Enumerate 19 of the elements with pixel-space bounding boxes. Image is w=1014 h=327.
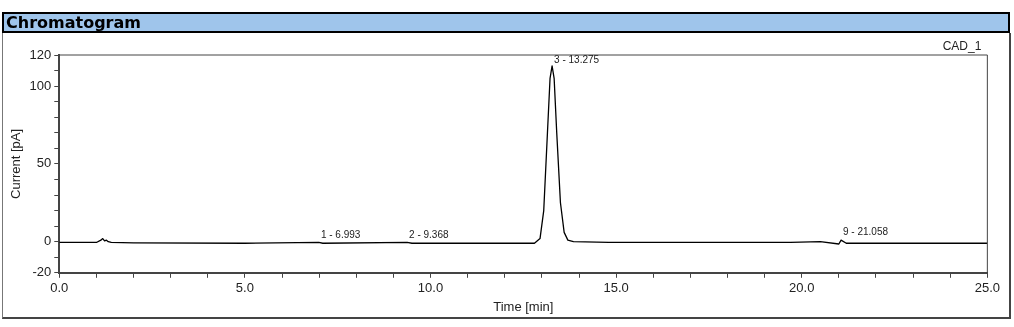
y-axis-title: Current [pA]	[8, 128, 24, 199]
chart-title: Chromatogram	[2, 12, 1010, 33]
x-tick-label: 5.0	[235, 280, 254, 296]
annotation: 1 - 6.993	[320, 229, 361, 241]
y-tick-label: 0	[44, 233, 52, 249]
y-tick-label: 50	[36, 155, 52, 171]
x-tick-label: 10.0	[417, 280, 444, 296]
annotation: 9 - 21.058	[843, 226, 889, 238]
x-axis-title: Time [min]	[493, 298, 554, 314]
x-tick-label: 15.0	[603, 280, 629, 296]
x-tick-label: 20.0	[789, 280, 815, 296]
y-tick-label: -20	[32, 264, 52, 280]
annotation: 3 - 13.275	[554, 53, 600, 65]
y-tick-label: 120	[29, 46, 52, 62]
y-tick-label: 100	[29, 77, 52, 93]
x-tick-label: 0.0	[50, 280, 69, 296]
text: CAD_1	[942, 39, 982, 54]
annotation: 2 - 9.368	[409, 229, 449, 241]
x-tick-label: 25.0	[974, 280, 1001, 296]
